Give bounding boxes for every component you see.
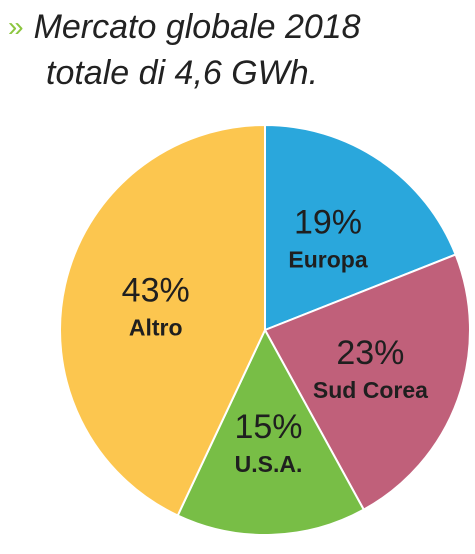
slice-percent-label: 15% bbox=[234, 408, 302, 446]
slice-category-label: Altro bbox=[129, 315, 183, 341]
pie-slice-altro bbox=[59, 123, 266, 517]
pie-slice-sud-corea bbox=[263, 253, 471, 511]
slice-category-label: Sud Corea bbox=[313, 377, 428, 403]
slice-percent-label: 19% bbox=[294, 203, 362, 241]
slice-category-label: U.S.A. bbox=[235, 451, 303, 477]
slice-percent-label: 23% bbox=[336, 334, 404, 372]
title-line-2: totale di 4,6 GWh. bbox=[46, 54, 319, 92]
pie-slice-u-s-a bbox=[176, 327, 366, 536]
chart-title: » Mercato globale 2018 totale di 4,6 GWh. bbox=[8, 4, 468, 96]
pie-slice-europa bbox=[264, 123, 457, 332]
chevron-bullet-icon: » bbox=[8, 11, 24, 42]
title-line-1: Mercato globale 2018 bbox=[33, 8, 361, 46]
slice-category-label: Europa bbox=[288, 246, 367, 272]
slice-percent-label: 43% bbox=[122, 272, 190, 310]
